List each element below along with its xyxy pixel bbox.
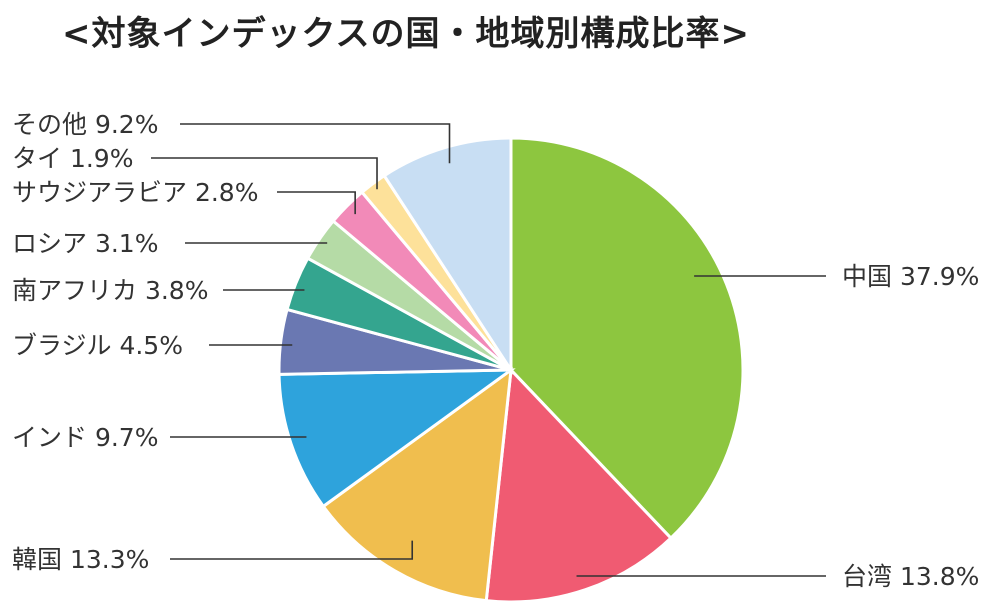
- pie-slice: [509, 136, 745, 541]
- slice-label: インド 9.7%: [12, 423, 158, 452]
- leader-lines: [151, 123, 826, 577]
- pie-slice: [382, 136, 513, 376]
- slice-label: その他 9.2%: [12, 110, 158, 139]
- chart-title: <対象インデックスの国・地域別構成比率>: [62, 14, 750, 54]
- slice-label: 中国 37.9%: [842, 262, 979, 291]
- slice-label: ロシア 3.1%: [12, 229, 158, 258]
- leader-line: [151, 157, 378, 190]
- pie-slice: [321, 366, 513, 603]
- slice-label: 南アフリカ 3.8%: [12, 276, 208, 305]
- leader-line: [180, 123, 451, 164]
- slice-label: ブラジル 4.5%: [12, 331, 183, 360]
- pie-slices: [277, 136, 745, 604]
- slice-label: タイ 1.9%: [12, 144, 133, 173]
- slice-label: 台湾 13.8%: [842, 562, 979, 591]
- pie-slice: [484, 366, 673, 604]
- leader-line: [170, 540, 414, 560]
- slice-label: 韓国 13.3%: [12, 545, 149, 574]
- slice-label: サウジアラビア 2.8%: [12, 178, 258, 207]
- slice-labels: 中国 37.9% 台湾 13.8% 韓国 13.3% インド 9.7% ブラジル 4.5…: [12, 110, 979, 591]
- leader-line: [277, 191, 356, 215]
- pie-slice: [277, 368, 516, 509]
